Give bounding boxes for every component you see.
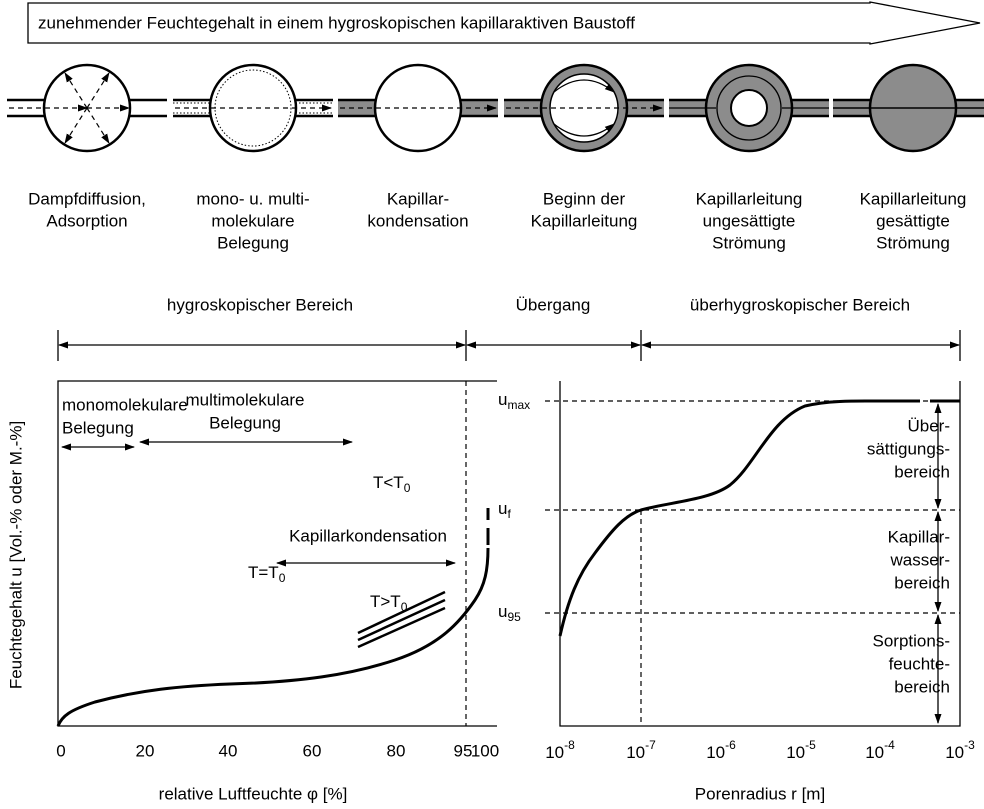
vapour-arrow	[64, 72, 88, 109]
pore-label: kondensation	[367, 211, 468, 230]
x-tick-label-sup: -8	[564, 738, 575, 752]
right-frame	[559, 381, 961, 727]
curve-label-sub: 0	[404, 481, 411, 495]
y-tick-label: umax	[498, 390, 530, 412]
pore-lining	[173, 102, 333, 114]
x-tick-label-sup: -3	[964, 738, 975, 752]
x-tick-label-sup: -7	[645, 738, 656, 752]
x-tick-label: 10-4	[865, 738, 895, 762]
x-tick-label: 95	[454, 741, 473, 760]
vapour-arrow	[86, 72, 110, 109]
x-tick-label: 80	[387, 741, 406, 760]
curve-label: T<T0	[373, 473, 411, 495]
pore-label: Dampfdiffusion,	[28, 189, 146, 208]
x-tick-label: 100	[471, 741, 499, 760]
curve-label: T=T0	[248, 563, 286, 585]
y-tick-label-base: u	[498, 390, 507, 409]
x-tick-label-base: 10	[865, 743, 884, 762]
x-tick-label: 0	[56, 741, 65, 760]
zone-label: Sorptions-	[873, 631, 950, 650]
pore-label: Kapillarleitung	[696, 189, 803, 208]
pore-label: Belegung	[217, 233, 289, 252]
x-tick-label: 10-6	[706, 738, 736, 762]
y-tick-label-sub: f	[507, 507, 511, 521]
pore-label: Kapillarleitung	[531, 211, 638, 230]
annotation: Belegung	[62, 418, 134, 437]
x-tick-label-sup: -4	[884, 738, 895, 752]
film-arrow	[553, 79, 615, 93]
y-tick-label-base: u	[498, 499, 507, 518]
curve-label-sub: 0	[401, 600, 408, 614]
x-axis-label: relative Luftfeuchte φ [%]	[159, 784, 348, 803]
curve-label-sub: 0	[279, 571, 286, 585]
region-label: hygroskopischer Bereich	[167, 295, 353, 314]
y-tick-label-base: u	[498, 602, 507, 621]
x-tick-label: 10-7	[626, 738, 656, 762]
pore-label: Adsorption	[46, 211, 127, 230]
zone-label: sättigungs-	[867, 439, 950, 458]
x-tick-label: 10-8	[545, 738, 575, 762]
pore-label: Beginn der	[543, 189, 626, 208]
x-tick-label-base: 10	[706, 743, 725, 762]
vapour-arrow	[86, 107, 110, 144]
region-bar	[57, 330, 961, 361]
curve-label-base: T<T	[373, 473, 404, 492]
header-title: zunehmender Feuchtegehalt in einem hygro…	[38, 13, 635, 32]
pore-label: Kapillarleitung	[860, 189, 967, 208]
zone-label: bereich	[894, 573, 950, 592]
pore-label: mono- u. multi-	[196, 189, 309, 208]
x-tick-label-base: 10	[545, 743, 564, 762]
x-tick-label-sup: -6	[725, 738, 736, 752]
x-tick-label-sup: -5	[805, 738, 816, 752]
x-tick-label: 60	[303, 741, 322, 760]
x-tick-label-base: 10	[786, 743, 805, 762]
annotation: Belegung	[209, 413, 281, 432]
x-tick-label-base: 10	[945, 743, 964, 762]
sorption-curve	[56, 547, 490, 727]
y-tick-label: u95	[498, 602, 521, 624]
pore-label: Kapillar-	[387, 189, 449, 208]
pores	[7, 63, 984, 153]
zone-label: bereich	[894, 677, 950, 696]
vapour-arrow	[64, 107, 88, 144]
y-tick-label-sub: max	[507, 398, 530, 412]
retention-curve	[558, 399, 881, 637]
x-tick-label: 20	[136, 741, 155, 760]
x-tick-label: 10-5	[786, 738, 816, 762]
zone-label: wasser-	[889, 550, 950, 569]
zone-label: feuchte-	[889, 654, 950, 673]
film-arrow	[553, 123, 615, 137]
annotation: monomolekulare	[62, 395, 188, 414]
zone-label: Kapillar-	[888, 527, 950, 546]
x-axis-label: Porenradius r [m]	[695, 784, 825, 803]
x-tick-label: 10-3	[945, 738, 975, 762]
region-label: überhygroskopischer Bereich	[690, 295, 910, 314]
header-arrow	[27, 1, 981, 45]
y-tick-label-sub: 95	[507, 610, 521, 624]
region-label: Übergang	[516, 295, 591, 314]
x-tick-label: 40	[219, 741, 238, 760]
pore-label: Strömung	[712, 233, 786, 252]
x-tick-label-base: 10	[626, 743, 645, 762]
y-tick-label: uf	[498, 499, 511, 521]
left-frame	[57, 380, 497, 727]
right-chart	[545, 381, 961, 727]
curve-label-base: T=T	[248, 563, 279, 582]
pore-label: gesättigte	[876, 211, 950, 230]
pore-air	[730, 89, 768, 127]
left-chart	[56, 380, 497, 727]
y-axis-label: Feuchtegehalt u [Vol.-% oder M.-%]	[6, 421, 25, 689]
zone-label: Über-	[907, 416, 950, 435]
curve-label: T>T0	[370, 592, 408, 614]
curve-label-base: T>T	[370, 592, 401, 611]
annotation: multimolekulare	[185, 390, 304, 409]
annotation: Kapillarkondensation	[289, 526, 447, 545]
pore-label: Strömung	[876, 233, 950, 252]
zone-label: bereich	[894, 462, 950, 481]
pore-label: molekulare	[211, 211, 294, 230]
pore-label: ungesättigte	[703, 211, 796, 230]
